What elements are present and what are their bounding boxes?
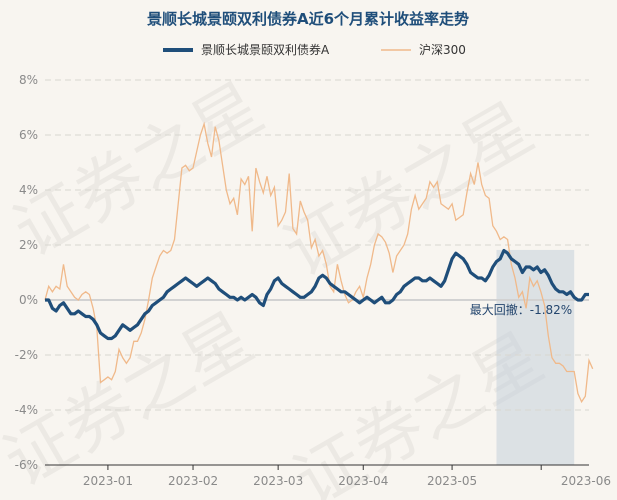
legend: 景顺长城景颐双利债券A 沪深300: [163, 42, 466, 57]
y-tick-label: 2%: [19, 238, 38, 252]
series-line-fund: [45, 248, 589, 341]
x-tick-label: 2023-04: [338, 474, 388, 488]
x-tick-label: 2023-02: [168, 474, 218, 488]
y-tick-label: -4%: [15, 403, 38, 417]
x-axis-ticks: 2023-01 2023-02 2023-03 2023-04 2023-05 2023-…: [45, 464, 611, 488]
legend-label-fund: 景顺长城景颐双利债券A: [201, 42, 330, 57]
x-tick-label: 2023-03: [253, 474, 303, 488]
y-tick-label: 0%: [19, 293, 38, 307]
y-tick-label: -6%: [15, 458, 38, 472]
x-tick-label: 2023-01: [83, 474, 133, 488]
x-tick-label: 2023-05: [427, 474, 477, 488]
legend-label-index: 沪深300: [419, 43, 466, 57]
series-line-index: [44, 121, 594, 404]
y-tick-label: -2%: [15, 348, 38, 362]
watermark-text: 证券之星: [1, 68, 276, 272]
x-tick-label: 2023-06: [561, 474, 611, 488]
y-axis-ticks: 8% 6% 4% 2% 0% -2% -4% -6%: [15, 73, 38, 472]
y-tick-label: 8%: [19, 73, 38, 87]
y-tick-label: 6%: [19, 128, 38, 142]
drawdown-region: [496, 249, 575, 465]
drawdown-label: 最大回撤：-1.82%: [470, 302, 572, 317]
chart-title: 景顺长城景颐双利债券A近6个月累计收益率走势: [147, 10, 469, 28]
watermark: 证券之星证券之星证券之星证券之星: [0, 68, 556, 500]
y-tick-label: 4%: [19, 183, 38, 197]
